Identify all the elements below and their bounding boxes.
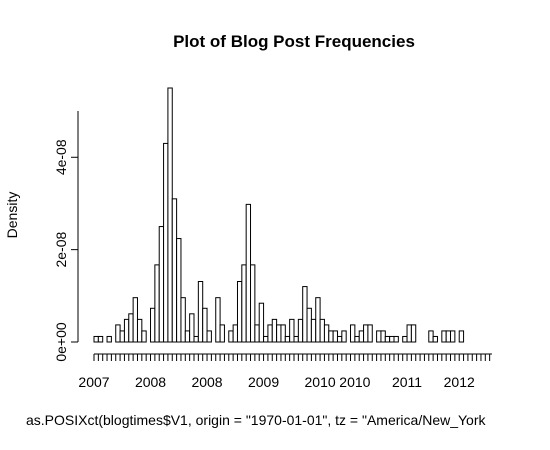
histogram-bar: [215, 297, 221, 343]
histogram-bar: [367, 324, 373, 343]
histogram-bar: [236, 281, 243, 343]
histogram-bar: [115, 324, 121, 343]
histogram-bar: [241, 264, 247, 343]
histogram-bar: [154, 264, 160, 343]
histogram-bar: [336, 335, 343, 343]
histogram-bar: [432, 335, 438, 343]
x-tick-label: 2011: [392, 374, 422, 390]
histogram-bar: [219, 324, 225, 343]
y-axis-label: Density: [4, 192, 20, 239]
histogram-bar: [297, 318, 304, 343]
histogram-bar: [206, 330, 212, 343]
histogram-bar: [141, 330, 147, 343]
histogram-bar: [258, 302, 265, 343]
x-tick-label: 2009: [248, 374, 279, 390]
histogram-bar: [254, 324, 260, 343]
histogram-bar: [184, 330, 191, 343]
histogram-bar: [167, 87, 173, 343]
histogram-bar: [410, 324, 417, 343]
histogram-bar: [123, 318, 130, 343]
x-tick-label: 2010: [305, 374, 336, 390]
histogram-bar: [189, 313, 195, 343]
histogram-bar: [389, 335, 395, 343]
x-tick-label: 2008: [135, 374, 166, 390]
histogram-bar: [376, 330, 382, 343]
histogram-bar: [232, 324, 238, 343]
histogram-bar: [402, 335, 408, 343]
histogram-bar: [341, 330, 347, 343]
x-tick-label: 2008: [191, 374, 222, 390]
histogram-bar: [245, 203, 252, 343]
histogram-bar: [350, 324, 356, 343]
histogram-bar: [263, 335, 269, 343]
chart-title: Plot of Blog Post Frequencies: [173, 32, 415, 51]
histogram-bar: [171, 198, 178, 343]
histogram-bar: [197, 281, 204, 343]
histogram-bar: [358, 330, 365, 343]
y-tick-label: 4e-08: [53, 139, 69, 175]
histogram-bar: [441, 330, 447, 343]
histogram-bar: [393, 335, 399, 343]
histogram-bar: [193, 335, 199, 343]
histogram-bar: [363, 324, 369, 343]
histogram-bar: [276, 324, 282, 343]
y-axis: 0e+00 2e-08 4e-08: [53, 111, 79, 362]
y-tick-label: 0e+00: [53, 322, 69, 362]
histogram-bar: [267, 324, 273, 343]
histogram-bar: [293, 335, 299, 343]
histogram-bar: [302, 286, 308, 343]
histogram-bar: [458, 330, 465, 343]
histogram-bar: [228, 330, 234, 343]
histogram-bar: [93, 335, 99, 343]
x-tick-label: 2007: [78, 374, 109, 390]
histogram-bar: [150, 307, 156, 343]
histogram-bar: [132, 297, 138, 343]
histogram-bar: [328, 330, 334, 343]
histogram-bar: [136, 318, 143, 343]
x-axis: 2007 2008 2008 2009 2010 2010 2011 2012: [78, 353, 492, 390]
histogram-bar: [250, 264, 256, 343]
histogram-bar: [332, 330, 338, 343]
histogram-bar: [128, 313, 134, 343]
histogram-bar: [354, 335, 360, 343]
histogram-bar: [319, 318, 325, 343]
histogram-bar: [271, 318, 278, 343]
histogram-bar: [323, 324, 330, 343]
histogram-bar: [384, 335, 391, 343]
y-tick-label: 2e-08: [53, 232, 69, 268]
x-tick-label: 2012: [444, 374, 475, 390]
histogram-bar: [97, 335, 104, 343]
histogram-bar: [306, 307, 312, 343]
x-tick-label: 2010: [339, 374, 370, 390]
histogram-bar: [119, 330, 125, 343]
histogram-bar: [380, 330, 386, 343]
histogram-bar: [315, 297, 321, 343]
histogram-bar: [428, 330, 434, 343]
histogram-bar: [450, 330, 456, 343]
histogram-bar: [280, 324, 286, 343]
histogram-bar: [106, 335, 112, 343]
histogram-bar: [176, 238, 182, 343]
histogram-bar: [202, 307, 208, 343]
histogram-bar: [310, 318, 317, 343]
histogram-bar: [284, 335, 291, 343]
histogram-bar: [158, 226, 165, 343]
histogram-bar: [406, 324, 412, 343]
x-axis-label: as.POSIXct(blogtimes$V1, origin = "1970-…: [26, 412, 486, 428]
bars-group: [93, 87, 465, 343]
histogram-bar: [289, 318, 295, 343]
histogram-bar: [180, 297, 186, 343]
histogram-bar: [445, 330, 452, 343]
histogram-bar: [163, 142, 169, 343]
